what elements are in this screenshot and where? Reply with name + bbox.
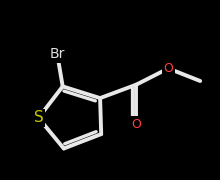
Text: Br: Br [50,47,65,61]
Text: O: O [163,62,173,75]
Text: S: S [34,110,43,125]
Text: O: O [132,118,141,131]
